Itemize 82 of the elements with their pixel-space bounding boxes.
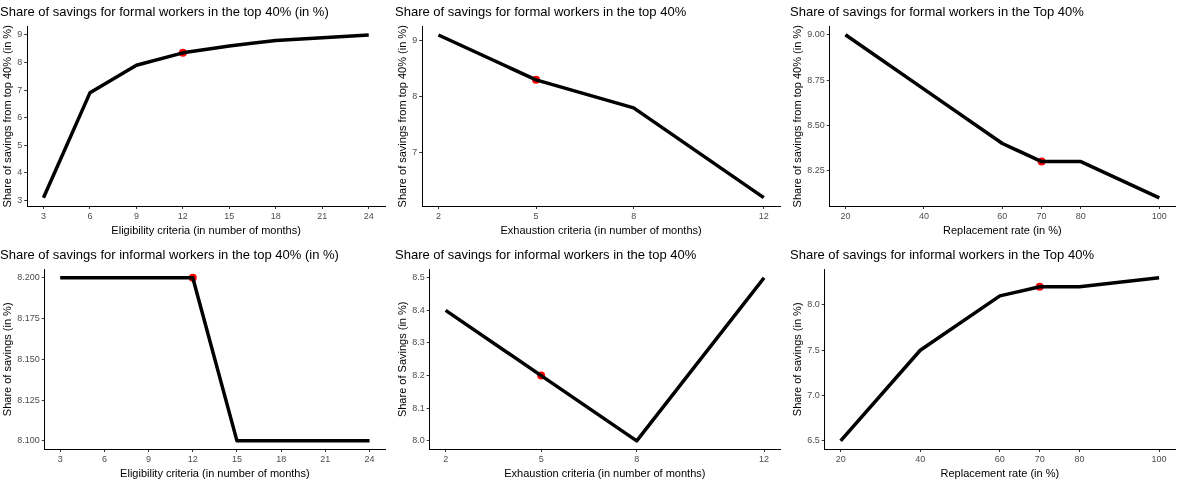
x-axis-title: Exhaustion criteria (in number of months)	[500, 224, 702, 237]
y-tick-label: 8.0	[412, 435, 425, 446]
chart-title: Share of savings for informal workers in the top 40%	[395, 247, 697, 263]
x-tick-label: 24	[364, 453, 375, 464]
y-tick-label: 8.75	[807, 74, 825, 85]
x-axis-title: Eligibility criteria (in number of months)	[120, 467, 310, 480]
x-tick-label: 8	[634, 453, 640, 464]
y-tick-label: 4	[17, 167, 23, 178]
y-tick-label: 9	[412, 35, 418, 46]
y-axis-title: Share of savings (in %)	[0, 302, 13, 417]
x-tick-label: 18	[270, 210, 281, 221]
x-tick-label: 8	[631, 210, 637, 221]
x-tick-label: 21	[317, 210, 328, 221]
y-tick-label: 8.2	[412, 370, 425, 381]
x-tick-label: 12	[758, 210, 769, 221]
y-tick-label: 8.50	[807, 119, 825, 130]
y-tick-label: 6.5	[807, 435, 820, 446]
x-tick-label: 6	[87, 210, 93, 221]
y-tick-label: 8.125	[17, 394, 40, 405]
x-tick-label: 40	[918, 210, 929, 221]
y-tick-label: 8.3	[412, 337, 425, 348]
chart-title: Share of savings for formal workers in the top 40% (in %)	[0, 4, 329, 20]
y-tick-label: 5	[17, 139, 23, 150]
x-tick-label: 70	[1034, 453, 1045, 464]
y-tick-label: 9.00	[807, 29, 825, 40]
y-axis-title: Share of savings from top 40% (in %)	[0, 25, 13, 208]
x-tick-label: 18	[276, 453, 287, 464]
x-tick-label: 15	[224, 210, 235, 221]
y-tick-label: 8.5	[412, 272, 425, 283]
x-tick-label: 15	[231, 453, 242, 464]
chart-title: Share of savings for informal workers in the Top 40%	[790, 247, 1095, 263]
y-tick-label: 8	[17, 56, 23, 67]
x-tick-label: 2	[443, 453, 449, 464]
y-axis-title: Share of savings from top 40% (in %)	[395, 25, 408, 208]
x-tick-label: 9	[133, 210, 139, 221]
x-tick-label: 9	[146, 453, 152, 464]
x-tick-label: 21	[320, 453, 331, 464]
y-tick-label: 8.4	[412, 304, 425, 315]
x-tick-label: 5	[533, 210, 539, 221]
x-tick-label: 60	[997, 210, 1008, 221]
x-axis-title: Replacement rate (in %)	[943, 224, 1062, 237]
y-tick-label: 8.200	[17, 272, 40, 283]
x-tick-label: 60	[994, 453, 1005, 464]
y-tick-label: 3	[17, 194, 23, 205]
y-tick-label: 8.1	[412, 402, 425, 413]
y-axis-title: Share of savings (in %)	[790, 302, 803, 417]
x-tick-label: 20	[840, 210, 851, 221]
x-axis-title: Eligibility criteria (in number of months)	[111, 224, 301, 237]
x-tick-label: 20	[835, 453, 846, 464]
y-axis-title: Share of savings from top 40% (in %)	[790, 25, 803, 208]
y-tick-label: 7	[412, 147, 418, 158]
y-tick-label: 9	[17, 29, 23, 40]
x-axis-title: Exhaustion criteria (in number of months)	[504, 467, 706, 480]
x-tick-label: 5	[538, 453, 544, 464]
y-tick-label: 6	[17, 112, 23, 123]
chart-title: Share of savings for formal workers in the Top 40%	[790, 4, 1085, 20]
x-tick-label: 24	[363, 210, 374, 221]
chart-title: Share of savings for formal workers in the top 40%	[395, 4, 687, 20]
x-tick-label: 70	[1036, 210, 1047, 221]
y-tick-label: 7.0	[807, 390, 820, 401]
x-tick-label: 80	[1074, 453, 1085, 464]
x-tick-label: 3	[57, 453, 63, 464]
x-tick-label: 12	[759, 453, 770, 464]
x-tick-label: 100	[1151, 453, 1167, 464]
y-axis-title: Share of Savings (in %)	[395, 301, 408, 418]
x-tick-label: 40	[915, 453, 926, 464]
y-tick-label: 8.0	[807, 299, 820, 310]
y-tick-label: 8.175	[17, 313, 40, 324]
y-tick-label: 8.25	[807, 165, 825, 176]
y-tick-label: 8	[412, 91, 418, 102]
x-tick-label: 12	[177, 210, 188, 221]
y-tick-label: 8.100	[17, 435, 40, 446]
x-tick-label: 2	[435, 210, 441, 221]
x-tick-label: 100	[1151, 210, 1167, 221]
x-tick-label: 80	[1075, 210, 1086, 221]
x-axis-title: Replacement rate (in %)	[940, 467, 1060, 480]
x-tick-label: 6	[101, 453, 107, 464]
y-tick-label: 8.150	[17, 353, 40, 364]
x-tick-label: 12	[187, 453, 198, 464]
y-tick-label: 7.5	[807, 344, 820, 355]
chart-title: Share of savings for informal workers in the top 40% (in %)	[0, 247, 339, 263]
y-tick-label: 7	[17, 84, 23, 95]
